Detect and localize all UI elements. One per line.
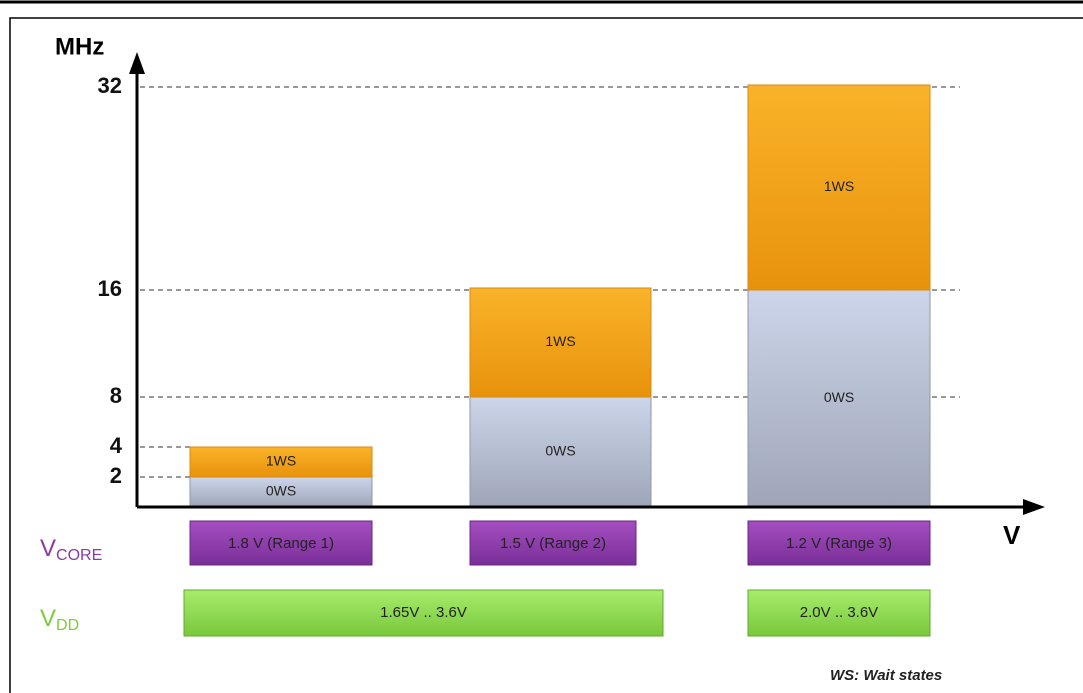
y-tick-label: 32 bbox=[98, 73, 122, 98]
bar-segment bbox=[189, 476, 373, 508]
y-tick-label: 16 bbox=[98, 276, 122, 301]
segment-label: 0WS bbox=[545, 443, 575, 459]
vcore-text: 1.8 V (Range 1) bbox=[228, 535, 334, 552]
x-arrow bbox=[1023, 499, 1045, 515]
vcore-label: VCORE bbox=[40, 535, 102, 564]
vdd-label: VDD bbox=[40, 605, 79, 634]
bar-segment bbox=[469, 396, 652, 508]
y-arrow bbox=[129, 52, 145, 74]
y-tick-label: 2 bbox=[110, 463, 122, 488]
bar-segment bbox=[189, 446, 373, 478]
vcore-text: 1.2 V (Range 3) bbox=[786, 535, 892, 552]
segment-label: 1WS bbox=[824, 178, 854, 194]
x-axis-label: V bbox=[1003, 520, 1021, 550]
segment-label: 1WS bbox=[266, 453, 296, 469]
note: WS: Wait states bbox=[830, 667, 942, 684]
vdd-text: 1.65V .. 3.6V bbox=[380, 604, 467, 621]
vcore-box bbox=[469, 520, 637, 566]
vdd-text: 2.0V .. 3.6V bbox=[800, 604, 878, 621]
vcore-text: 1.5 V (Range 2) bbox=[500, 535, 606, 552]
frame bbox=[9, 17, 1083, 693]
vdd-box bbox=[183, 589, 664, 637]
bar-segment bbox=[747, 289, 931, 508]
vcore-box bbox=[747, 520, 931, 566]
y-tick-label: 4 bbox=[110, 433, 123, 458]
bar-segment bbox=[469, 287, 652, 398]
bar-segment bbox=[747, 84, 931, 291]
segment-label: 1WS bbox=[545, 333, 575, 349]
y-axis-label: MHz bbox=[55, 33, 104, 60]
y-tick-label: 8 bbox=[110, 383, 122, 408]
segment-label: 0WS bbox=[266, 483, 296, 499]
segment-label: 0WS bbox=[824, 389, 854, 405]
vdd-box bbox=[747, 589, 931, 637]
vcore-box bbox=[189, 520, 373, 566]
